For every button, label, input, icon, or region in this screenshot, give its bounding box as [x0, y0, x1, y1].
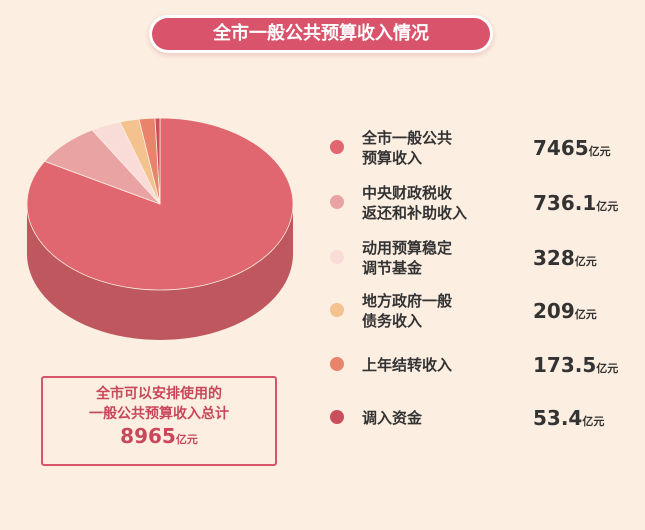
legend-item: 调入资金 53.4亿元 — [330, 396, 630, 440]
legend-marker — [330, 195, 344, 209]
value-label-wrap: 53.4亿元 — [533, 406, 604, 430]
value-label-wrap: 173.5亿元 — [533, 353, 618, 377]
legend-item: 全市一般公共 预算收入 7465亿元 — [330, 126, 630, 170]
legend-marker — [330, 410, 344, 424]
total-value: 8965 — [120, 424, 176, 448]
unit: 亿元 — [175, 433, 198, 446]
total-value-wrap: 8965亿元 — [43, 424, 275, 452]
value-label: 328 — [533, 246, 575, 270]
slice-side — [27, 204, 293, 340]
value-label: 173.5 — [533, 353, 597, 377]
unit: 亿元 — [574, 255, 597, 268]
value-label: 209 — [533, 299, 575, 323]
legend-label: 上年结转收入 — [362, 356, 453, 374]
value-label: 7465 — [533, 136, 589, 160]
legend-item: 动用预算稳定 调节基金 328亿元 — [330, 236, 630, 280]
unit: 亿元 — [582, 415, 605, 428]
value-label-wrap: 7465亿元 — [533, 136, 611, 160]
unit: 亿元 — [588, 145, 611, 158]
value-label-wrap: 736.1亿元 — [533, 191, 618, 215]
chart-title: 全市一般公共预算收入情况 — [152, 18, 490, 50]
value-label: 53.4 — [533, 406, 583, 430]
total-box: 全市可以安排使用的 一般公共预算收入总计 8965亿元 — [41, 376, 277, 466]
unit: 亿元 — [596, 362, 619, 375]
legend-label: 全市一般公共 预算收入 — [362, 129, 453, 167]
total-label: 全市可以安排使用的 一般公共预算收入总计 — [89, 386, 229, 422]
legend-item: 中央财政税收 返还和补助收入 736.1亿元 — [330, 181, 630, 225]
unit: 亿元 — [574, 308, 597, 321]
value-label: 736.1 — [533, 191, 597, 215]
legend-item: 地方政府一般 债务收入 209亿元 — [330, 289, 630, 333]
legend-label: 动用预算稳定 调节基金 — [362, 239, 453, 277]
legend-marker — [330, 140, 344, 154]
value-label-wrap: 328亿元 — [533, 246, 597, 270]
legend-label: 调入资金 — [362, 409, 423, 427]
unit: 亿元 — [596, 200, 619, 213]
legend-marker — [330, 250, 344, 264]
slice — [154, 117, 161, 205]
legend-label: 中央财政税收 返还和补助收入 — [362, 184, 468, 222]
value-label-wrap: 209亿元 — [533, 299, 597, 323]
legend-label: 地方政府一般 债务收入 — [362, 292, 453, 330]
legend-item: 上年结转收入 173.5亿元 — [330, 343, 630, 387]
legend-marker — [330, 357, 344, 371]
legend-marker — [330, 303, 344, 317]
